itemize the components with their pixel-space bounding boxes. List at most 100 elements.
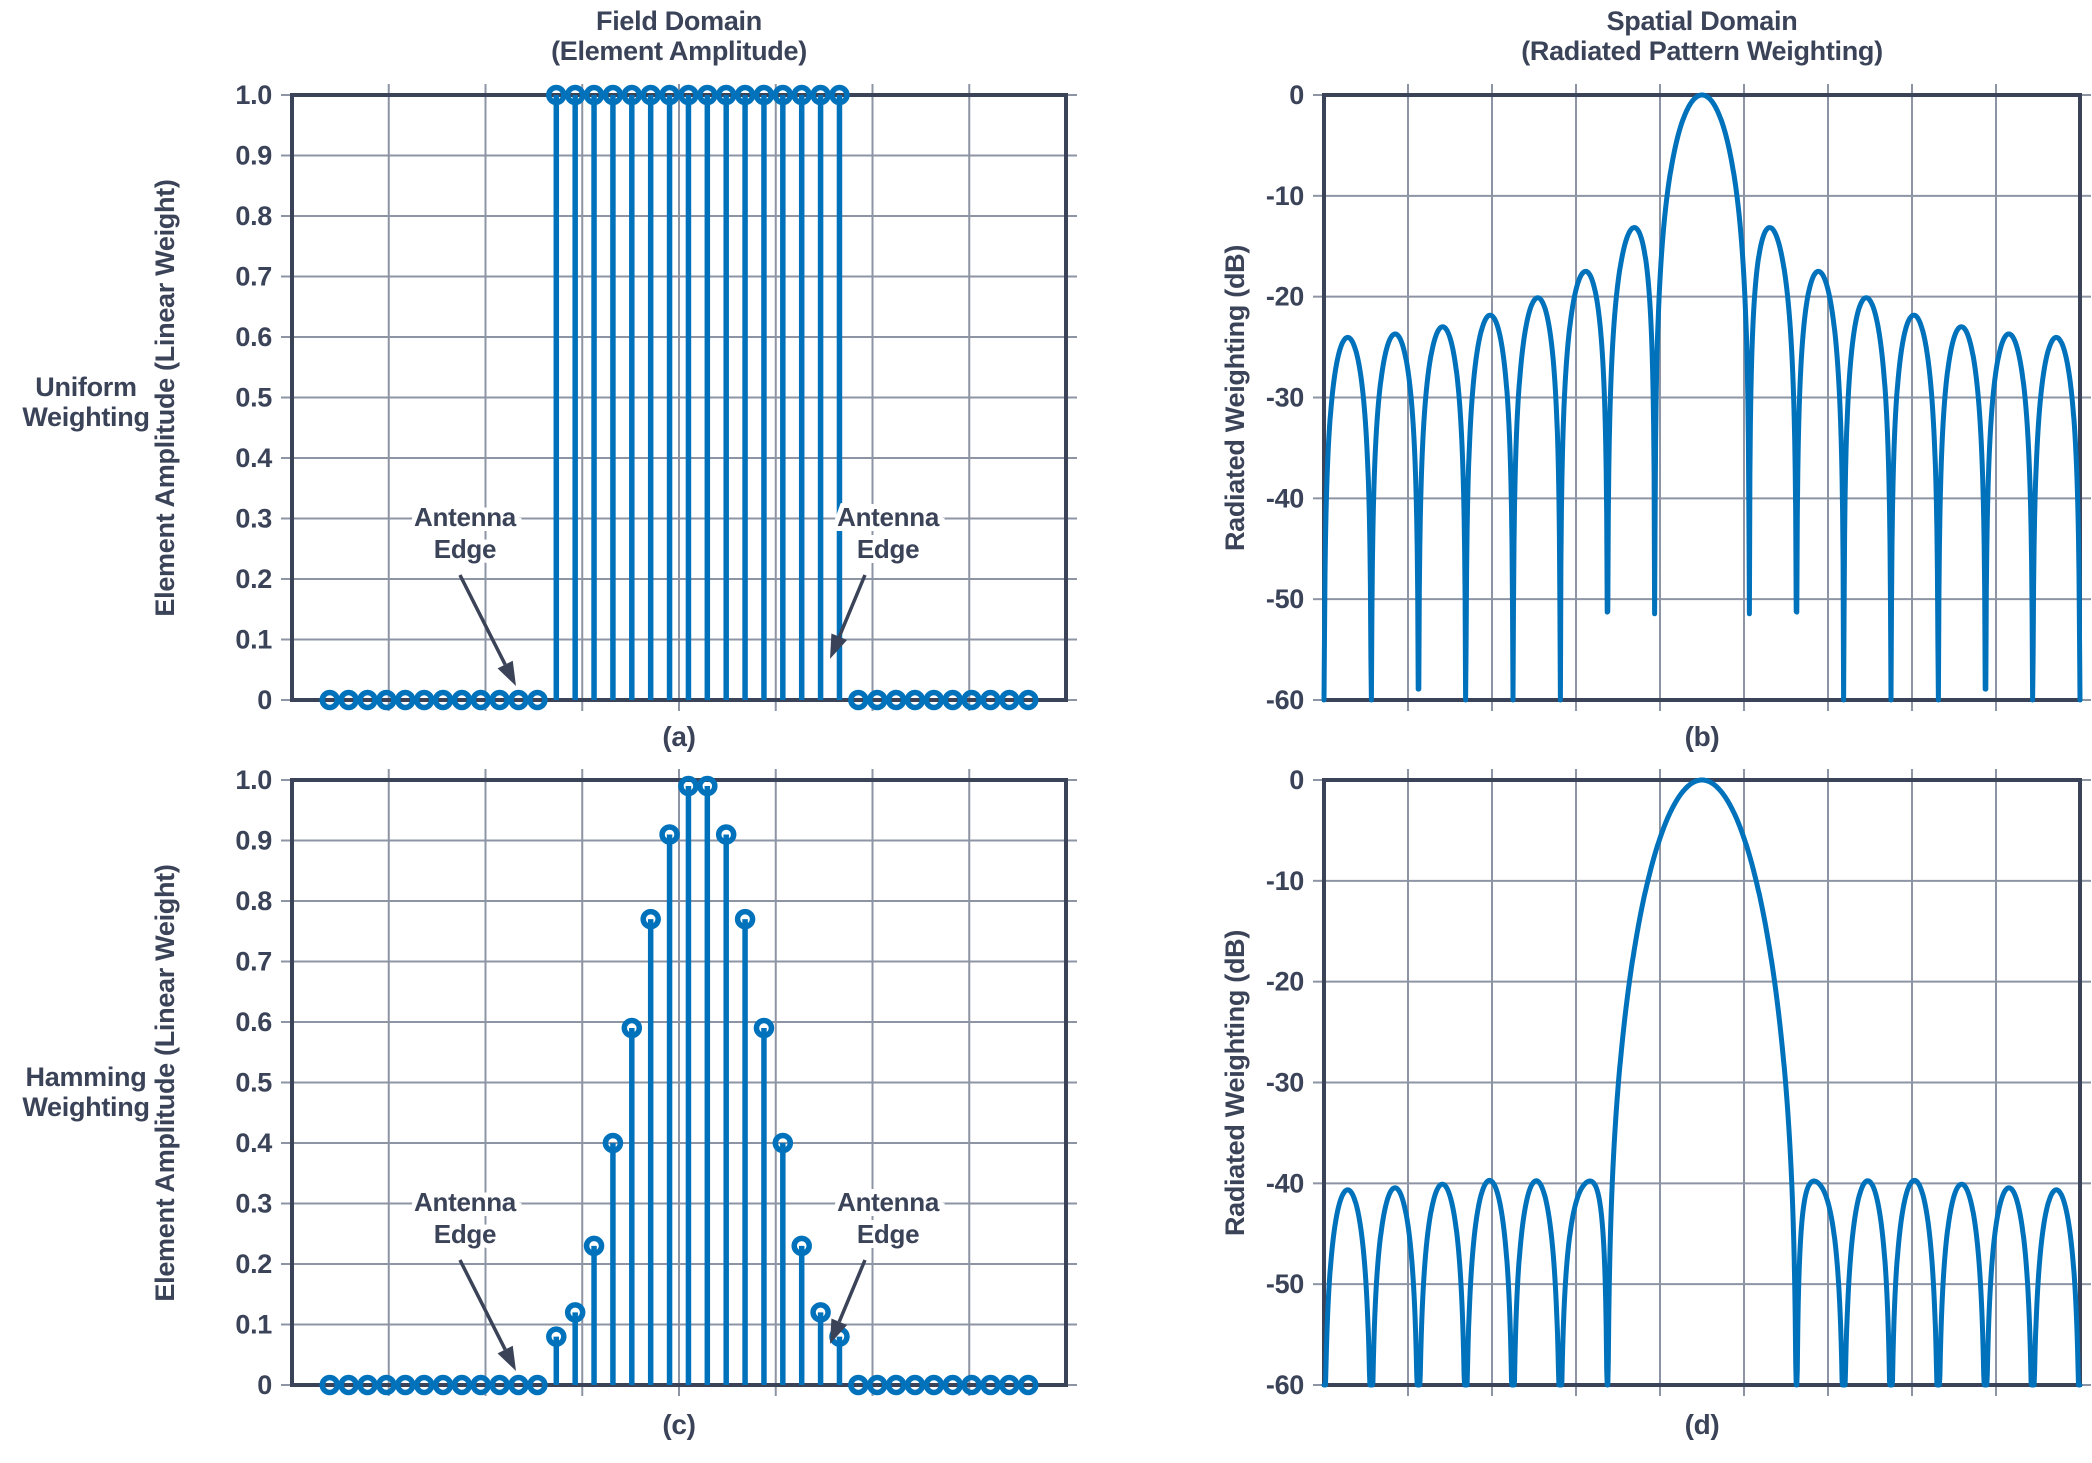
panel-label-c: (c)	[662, 1409, 696, 1440]
stem-marker	[866, 689, 888, 711]
stem-marker	[602, 1132, 624, 1154]
stem-marker	[697, 775, 718, 797]
ytick-label: 0.2	[235, 1249, 272, 1279]
stem-marker	[621, 84, 643, 106]
stem-marker	[659, 824, 680, 845]
stem-marker	[357, 1374, 378, 1396]
stem-marker	[527, 689, 548, 711]
antenna-edge-arrowhead	[830, 633, 848, 659]
ytick-label: 0.9	[235, 826, 272, 856]
row-label-uniform-line1: Uniform	[35, 372, 137, 402]
stem-marker	[942, 1374, 963, 1396]
stem-marker	[413, 1374, 435, 1396]
antenna-edge-arrow-shaft	[458, 574, 507, 666]
antenna-edge-label-line2: Edge	[857, 1219, 919, 1249]
ytick-label: -10	[1266, 181, 1304, 211]
stem-marker	[810, 1302, 831, 1323]
plot-b-grid	[1324, 95, 2080, 700]
stem-marker	[470, 1374, 492, 1396]
field-domain-title-line2: (Element Amplitude)	[551, 36, 807, 66]
stem-marker	[395, 1374, 416, 1396]
row-label-uniform: Uniform Weighting	[0, 372, 186, 432]
stem-marker	[697, 84, 718, 106]
field-domain-title: Field Domain (Element Amplitude)	[379, 6, 979, 66]
plot-d-grid	[1324, 780, 2080, 1385]
ytick-label: -20	[1266, 967, 1304, 997]
stem-marker	[1017, 689, 1039, 711]
stem-marker	[376, 1374, 397, 1396]
ytick-label: -30	[1266, 383, 1304, 413]
antenna-edge-label-line2: Edge	[434, 534, 496, 564]
stem-marker	[866, 1374, 888, 1396]
ytick-label: -20	[1266, 282, 1304, 312]
row-label-uniform-line2: Weighting	[22, 402, 150, 432]
stem-marker	[583, 84, 605, 106]
plot-d-ytick-labels: 0 -10 -20 -30 -40 -50 -60	[1266, 765, 1304, 1400]
radiated-pattern-curve	[1321, 92, 2083, 703]
field-domain-title-line1: Field Domain	[596, 6, 762, 36]
panel-label-b: (b)	[1684, 721, 1720, 752]
stem-marker	[546, 84, 567, 106]
stem-marker	[470, 689, 492, 711]
ytick-label: 0.6	[235, 322, 272, 352]
plot-a-ytick-labels: 0 0.1 0.2 0.3 0.4 0.5 0.6 0.7 0.8 0.9 1.0	[235, 80, 272, 715]
ytick-label: 0	[257, 685, 272, 715]
stem-marker	[734, 84, 756, 106]
spatial-domain-title-line2: (Radiated Pattern Weighting)	[1521, 36, 1883, 66]
stem-marker	[376, 689, 397, 711]
stem-marker	[734, 908, 756, 930]
stem-marker	[904, 689, 926, 711]
stem-marker	[621, 1017, 643, 1039]
plot-a-grid	[292, 95, 1066, 700]
stem-marker	[432, 1374, 454, 1396]
stem-marker	[489, 1374, 510, 1396]
stem-marker	[848, 1374, 869, 1396]
ytick-label: 0.5	[235, 1068, 272, 1098]
stem-marker	[602, 84, 624, 106]
stem-marker	[772, 1132, 794, 1154]
stem-marker	[319, 1374, 341, 1396]
stem-marker	[640, 908, 661, 930]
stem-marker	[659, 84, 680, 106]
stem-marker	[451, 689, 473, 711]
stem-marker	[829, 84, 850, 106]
row-label-hamming-line1: Hamming	[25, 1062, 147, 1092]
row-label-hamming: Hamming Weighting	[0, 1062, 186, 1122]
stem-marker	[564, 84, 586, 106]
spatial-domain-title: Spatial Domain (Radiated Pattern Weighti…	[1402, 6, 2002, 66]
stem-marker	[678, 775, 699, 797]
stem-marker	[999, 1374, 1020, 1396]
stem-marker	[715, 84, 737, 106]
stem-marker	[753, 1017, 775, 1039]
stem-marker	[583, 1235, 605, 1257]
plot-d-series	[1321, 777, 2083, 1388]
plot-c-series	[319, 775, 1039, 1396]
stem-marker	[678, 84, 699, 106]
ytick-label: 0	[1289, 765, 1304, 795]
stem-marker	[489, 689, 510, 711]
antenna-edge-arrow-shaft	[837, 1259, 867, 1323]
ytick-label: 0.6	[235, 1007, 272, 1037]
ytick-label: 0.3	[235, 504, 272, 534]
stem-marker	[508, 1374, 529, 1396]
plot-a-series	[319, 84, 1039, 711]
stem-marker	[319, 689, 341, 711]
antenna-edge-label-line1: Antenna	[414, 1187, 517, 1217]
stem-marker	[546, 1326, 567, 1347]
antenna-edge-label-line2: Edge	[857, 534, 919, 564]
plot-b: 0 -10 -20 -30 -40 -50 -60	[1266, 80, 2091, 715]
stem-marker	[564, 1302, 586, 1323]
ytick-label: 0.8	[235, 886, 272, 916]
panel-label-d: (d)	[1684, 1409, 1720, 1440]
ytick-label: 0.4	[235, 1128, 272, 1158]
row-label-hamming-line2: Weighting	[22, 1092, 150, 1122]
antenna-edge-arrow-shaft	[837, 574, 867, 638]
stem-marker	[980, 1374, 1001, 1396]
stem-marker	[508, 689, 529, 711]
